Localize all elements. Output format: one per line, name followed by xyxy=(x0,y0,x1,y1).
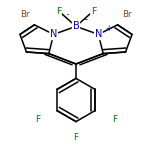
Text: F: F xyxy=(112,116,117,124)
Text: F: F xyxy=(35,116,40,124)
Text: Br: Br xyxy=(20,10,29,19)
Text: B: B xyxy=(73,21,79,31)
Text: +: + xyxy=(106,24,112,33)
Text: N: N xyxy=(95,29,102,39)
Text: −: − xyxy=(81,16,87,24)
Text: Br: Br xyxy=(123,10,132,19)
Text: F: F xyxy=(73,133,79,142)
Text: F: F xyxy=(91,7,96,17)
Text: .: . xyxy=(65,5,69,19)
Text: N: N xyxy=(50,29,57,39)
Text: F: F xyxy=(56,7,61,17)
